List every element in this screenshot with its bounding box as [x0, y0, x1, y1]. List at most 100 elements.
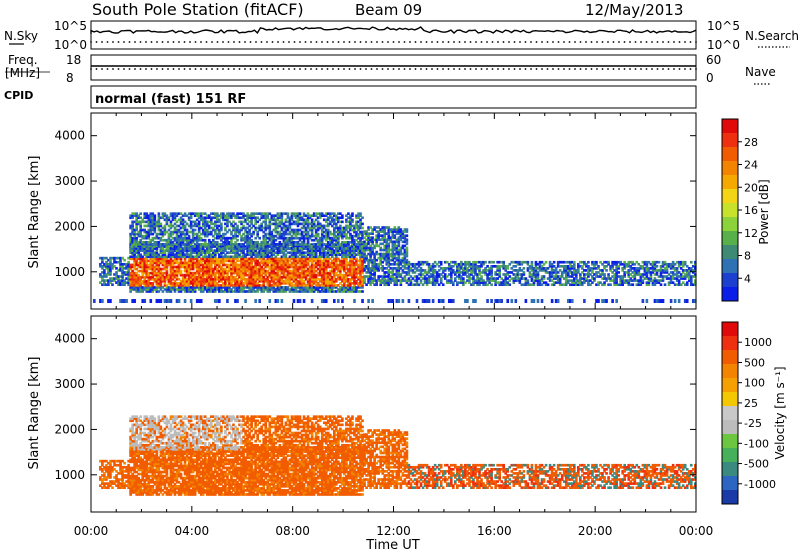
power-cell [228, 265, 231, 269]
power-cell [240, 247, 243, 250]
power-cell [131, 236, 134, 240]
power-cell [131, 286, 134, 289]
power-cell [173, 275, 177, 279]
power-cell [345, 267, 348, 271]
power-cell [278, 249, 282, 252]
power-cell [407, 269, 411, 272]
power-cell [218, 277, 221, 281]
power-cell [266, 284, 270, 287]
power-cell [141, 240, 145, 244]
power-cell [464, 260, 467, 264]
power-cell [109, 260, 112, 264]
power-cell [276, 218, 280, 222]
power-cell [212, 267, 215, 271]
power-cell [385, 240, 389, 244]
power-cell [427, 275, 431, 278]
power-cell [314, 224, 318, 228]
power-cell [254, 265, 257, 269]
power-cell [157, 290, 161, 293]
power-cell [191, 249, 195, 252]
power-cell [435, 277, 439, 280]
noise-search-dot [447, 41, 450, 43]
power-cell [286, 269, 290, 273]
power-cell [226, 242, 229, 246]
power-cell [260, 265, 264, 269]
power-cell [282, 269, 286, 273]
power-cell [258, 245, 261, 248]
power-cell [403, 256, 407, 260]
power-cell [391, 275, 395, 278]
power-cell [460, 281, 463, 284]
power-cell [282, 222, 286, 226]
power-cell [201, 263, 205, 267]
power-cell [133, 279, 136, 283]
power-cell [310, 265, 314, 269]
power-cell [220, 275, 223, 279]
power-cell [387, 283, 391, 287]
power-cell [258, 271, 261, 275]
power-cell [389, 252, 393, 256]
power-cell [326, 275, 330, 279]
power-cell [193, 263, 197, 267]
power-cell [298, 263, 302, 267]
power-cell [365, 254, 368, 258]
power-cell [389, 277, 393, 280]
power-cell [177, 218, 181, 222]
power-cell [302, 286, 306, 289]
power-cell [256, 247, 259, 250]
power-cell [341, 240, 344, 244]
power-cell [218, 220, 221, 224]
power-cell [403, 264, 407, 268]
noise-search-dot [249, 41, 252, 43]
power-cell [242, 267, 245, 271]
power-cell [159, 269, 163, 273]
power-cell [320, 284, 324, 287]
power-cell [278, 220, 282, 224]
power-cell [151, 273, 155, 277]
power-cell [157, 257, 161, 261]
nave-dot [420, 68, 422, 70]
power-cell [423, 260, 427, 264]
power-cell [333, 265, 336, 269]
power-cell [175, 265, 179, 269]
power-cell [195, 222, 199, 226]
power-cell [375, 226, 378, 229]
power-cell [266, 243, 270, 246]
power-cell [149, 253, 153, 257]
power-cell [216, 218, 219, 222]
power-cell [171, 251, 175, 255]
power-cell [234, 265, 237, 269]
power-cell [155, 279, 159, 283]
power-cell [183, 224, 187, 228]
power-cell [179, 226, 183, 230]
power-cell [238, 279, 241, 283]
power-cell [113, 256, 116, 260]
power-cell [173, 212, 177, 216]
power-cell [308, 269, 312, 273]
power-cell [308, 265, 312, 269]
power-cell [403, 271, 407, 274]
power-cell [199, 273, 203, 277]
power-cell [347, 226, 350, 230]
power-cell [161, 267, 165, 271]
power-cell [415, 299, 419, 304]
power-cell [109, 271, 112, 274]
power-cell [125, 271, 128, 274]
power-cell [115, 267, 118, 270]
power-cell [141, 243, 145, 246]
power-cell [207, 230, 211, 234]
power-cell [197, 216, 201, 220]
power-cell [353, 234, 356, 238]
power-cell [179, 282, 183, 285]
power-cell [218, 230, 221, 234]
power-cell [353, 230, 356, 234]
power-cell [333, 228, 336, 232]
noise-search-dot [216, 41, 219, 43]
power-cell [324, 263, 328, 267]
power-cell [345, 263, 348, 267]
power-cell [276, 247, 280, 250]
power-cell [395, 279, 399, 282]
power-cell [447, 273, 451, 276]
power-cell [157, 236, 161, 240]
power-cell [367, 267, 370, 270]
